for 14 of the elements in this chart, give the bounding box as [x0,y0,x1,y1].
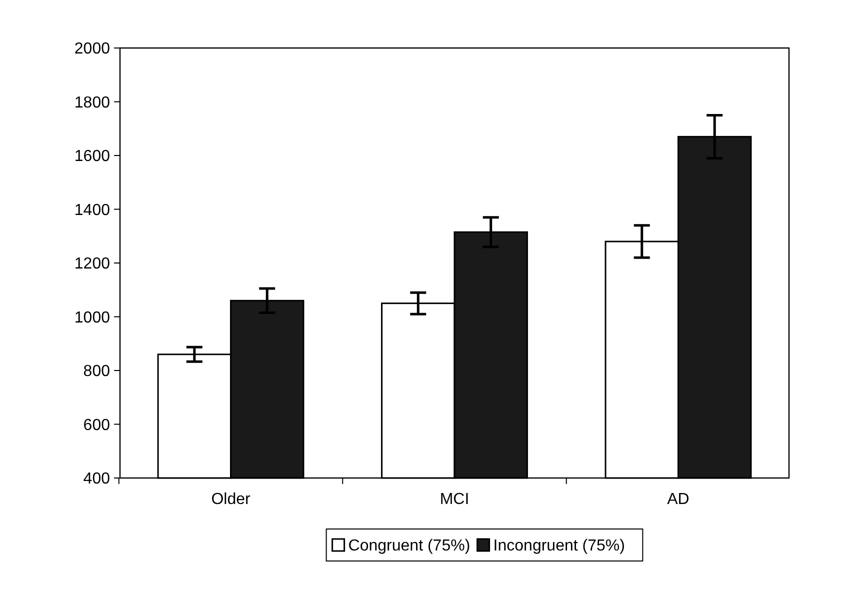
x-tick-label: Older [211,491,251,508]
y-tick-label: 1200 [74,256,110,273]
y-tick-label: 800 [83,363,110,380]
y-tick-label: 600 [83,416,110,434]
y-tick-label: 1600 [74,148,110,166]
legend-label: Incongruent (75%) [493,538,625,555]
y-tick-label: 1800 [74,94,110,112]
x-tick-label: MCI [440,491,470,508]
legend-label: Congruent (75%) [348,538,470,555]
y-tick-label: 1000 [74,309,110,326]
y-tick-label: 400 [83,470,110,488]
y-tick-label: 2000 [74,40,110,58]
x-tick-label: AD [667,491,690,508]
y-tick-label: 1400 [74,202,110,219]
